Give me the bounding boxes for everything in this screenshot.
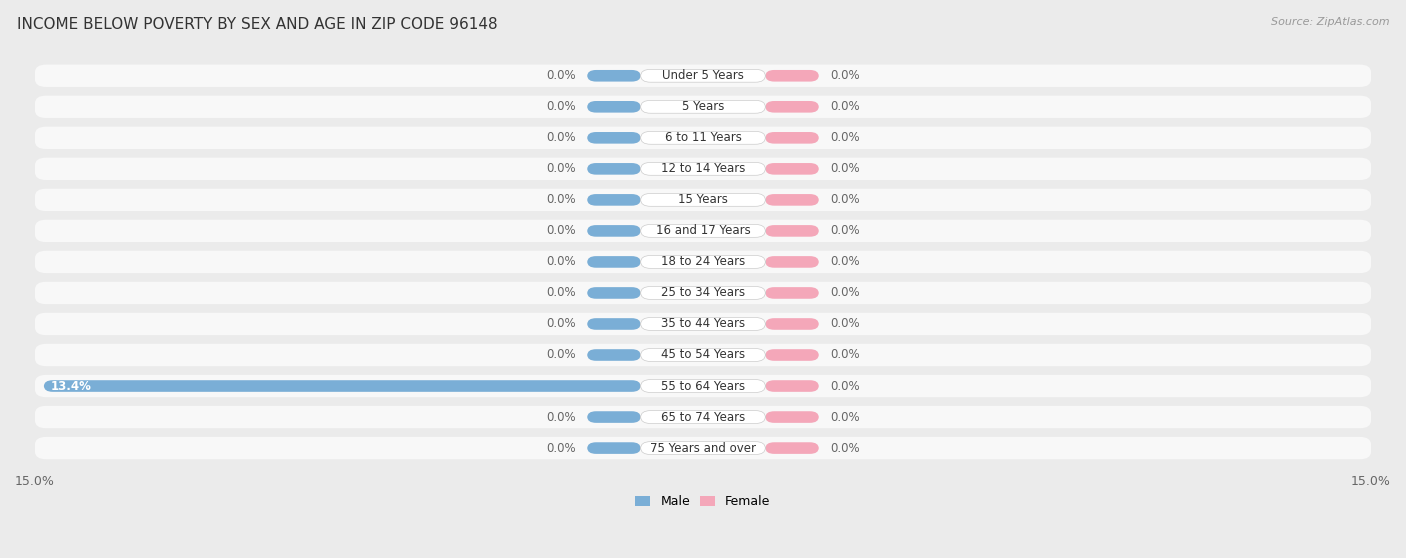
- FancyBboxPatch shape: [765, 442, 818, 454]
- Text: 0.0%: 0.0%: [547, 441, 576, 455]
- FancyBboxPatch shape: [765, 349, 818, 361]
- FancyBboxPatch shape: [765, 132, 818, 143]
- Text: 5 Years: 5 Years: [682, 100, 724, 113]
- FancyBboxPatch shape: [588, 70, 641, 81]
- FancyBboxPatch shape: [641, 256, 765, 268]
- Text: 0.0%: 0.0%: [830, 318, 859, 330]
- FancyBboxPatch shape: [588, 256, 641, 268]
- FancyBboxPatch shape: [765, 194, 818, 206]
- Text: Under 5 Years: Under 5 Years: [662, 69, 744, 82]
- FancyBboxPatch shape: [641, 100, 765, 113]
- FancyBboxPatch shape: [35, 282, 1371, 304]
- FancyBboxPatch shape: [641, 131, 765, 145]
- FancyBboxPatch shape: [765, 225, 818, 237]
- Text: 13.4%: 13.4%: [51, 379, 91, 392]
- Text: 0.0%: 0.0%: [547, 318, 576, 330]
- FancyBboxPatch shape: [765, 380, 818, 392]
- Text: 6 to 11 Years: 6 to 11 Years: [665, 131, 741, 145]
- Text: Source: ZipAtlas.com: Source: ZipAtlas.com: [1271, 17, 1389, 27]
- Text: 0.0%: 0.0%: [830, 286, 859, 300]
- Text: 0.0%: 0.0%: [547, 131, 576, 145]
- Text: 0.0%: 0.0%: [547, 162, 576, 175]
- FancyBboxPatch shape: [641, 162, 765, 175]
- FancyBboxPatch shape: [641, 286, 765, 300]
- FancyBboxPatch shape: [588, 101, 641, 113]
- FancyBboxPatch shape: [641, 441, 765, 455]
- Text: 15 Years: 15 Years: [678, 194, 728, 206]
- Text: 55 to 64 Years: 55 to 64 Years: [661, 379, 745, 392]
- Text: 12 to 14 Years: 12 to 14 Years: [661, 162, 745, 175]
- FancyBboxPatch shape: [765, 256, 818, 268]
- Text: 0.0%: 0.0%: [547, 256, 576, 268]
- Text: 0.0%: 0.0%: [830, 162, 859, 175]
- Text: 25 to 34 Years: 25 to 34 Years: [661, 286, 745, 300]
- FancyBboxPatch shape: [35, 95, 1371, 118]
- Text: 35 to 44 Years: 35 to 44 Years: [661, 318, 745, 330]
- Text: 18 to 24 Years: 18 to 24 Years: [661, 256, 745, 268]
- FancyBboxPatch shape: [641, 318, 765, 330]
- FancyBboxPatch shape: [35, 220, 1371, 242]
- Text: 0.0%: 0.0%: [830, 224, 859, 237]
- FancyBboxPatch shape: [35, 189, 1371, 211]
- FancyBboxPatch shape: [765, 163, 818, 175]
- Text: 16 and 17 Years: 16 and 17 Years: [655, 224, 751, 237]
- Legend: Male, Female: Male, Female: [630, 490, 776, 513]
- FancyBboxPatch shape: [35, 375, 1371, 397]
- FancyBboxPatch shape: [35, 437, 1371, 459]
- Text: 0.0%: 0.0%: [547, 349, 576, 362]
- FancyBboxPatch shape: [35, 251, 1371, 273]
- FancyBboxPatch shape: [588, 163, 641, 175]
- FancyBboxPatch shape: [641, 411, 765, 424]
- FancyBboxPatch shape: [765, 411, 818, 423]
- Text: 0.0%: 0.0%: [830, 69, 859, 82]
- FancyBboxPatch shape: [588, 225, 641, 237]
- Text: 0.0%: 0.0%: [830, 100, 859, 113]
- FancyBboxPatch shape: [35, 406, 1371, 428]
- FancyBboxPatch shape: [35, 313, 1371, 335]
- Text: 45 to 54 Years: 45 to 54 Years: [661, 349, 745, 362]
- FancyBboxPatch shape: [588, 318, 641, 330]
- FancyBboxPatch shape: [35, 127, 1371, 149]
- Text: 0.0%: 0.0%: [547, 411, 576, 424]
- FancyBboxPatch shape: [641, 349, 765, 362]
- Text: INCOME BELOW POVERTY BY SEX AND AGE IN ZIP CODE 96148: INCOME BELOW POVERTY BY SEX AND AGE IN Z…: [17, 17, 498, 32]
- FancyBboxPatch shape: [588, 194, 641, 206]
- FancyBboxPatch shape: [35, 65, 1371, 87]
- FancyBboxPatch shape: [35, 158, 1371, 180]
- Text: 0.0%: 0.0%: [830, 379, 859, 392]
- FancyBboxPatch shape: [765, 287, 818, 299]
- Text: 0.0%: 0.0%: [547, 224, 576, 237]
- Text: 75 Years and over: 75 Years and over: [650, 441, 756, 455]
- Text: 65 to 74 Years: 65 to 74 Years: [661, 411, 745, 424]
- FancyBboxPatch shape: [641, 379, 765, 392]
- FancyBboxPatch shape: [765, 70, 818, 81]
- FancyBboxPatch shape: [641, 69, 765, 82]
- Text: 0.0%: 0.0%: [830, 411, 859, 424]
- FancyBboxPatch shape: [35, 344, 1371, 366]
- Text: 0.0%: 0.0%: [547, 69, 576, 82]
- Text: 0.0%: 0.0%: [830, 194, 859, 206]
- Text: 0.0%: 0.0%: [547, 100, 576, 113]
- FancyBboxPatch shape: [641, 194, 765, 206]
- FancyBboxPatch shape: [641, 224, 765, 237]
- FancyBboxPatch shape: [588, 287, 641, 299]
- FancyBboxPatch shape: [765, 318, 818, 330]
- Text: 0.0%: 0.0%: [547, 286, 576, 300]
- Text: 0.0%: 0.0%: [830, 441, 859, 455]
- FancyBboxPatch shape: [44, 380, 641, 392]
- FancyBboxPatch shape: [588, 349, 641, 361]
- Text: 0.0%: 0.0%: [547, 194, 576, 206]
- FancyBboxPatch shape: [765, 101, 818, 113]
- FancyBboxPatch shape: [588, 411, 641, 423]
- Text: 0.0%: 0.0%: [830, 349, 859, 362]
- Text: 0.0%: 0.0%: [830, 131, 859, 145]
- Text: 0.0%: 0.0%: [830, 256, 859, 268]
- FancyBboxPatch shape: [588, 442, 641, 454]
- FancyBboxPatch shape: [588, 132, 641, 143]
